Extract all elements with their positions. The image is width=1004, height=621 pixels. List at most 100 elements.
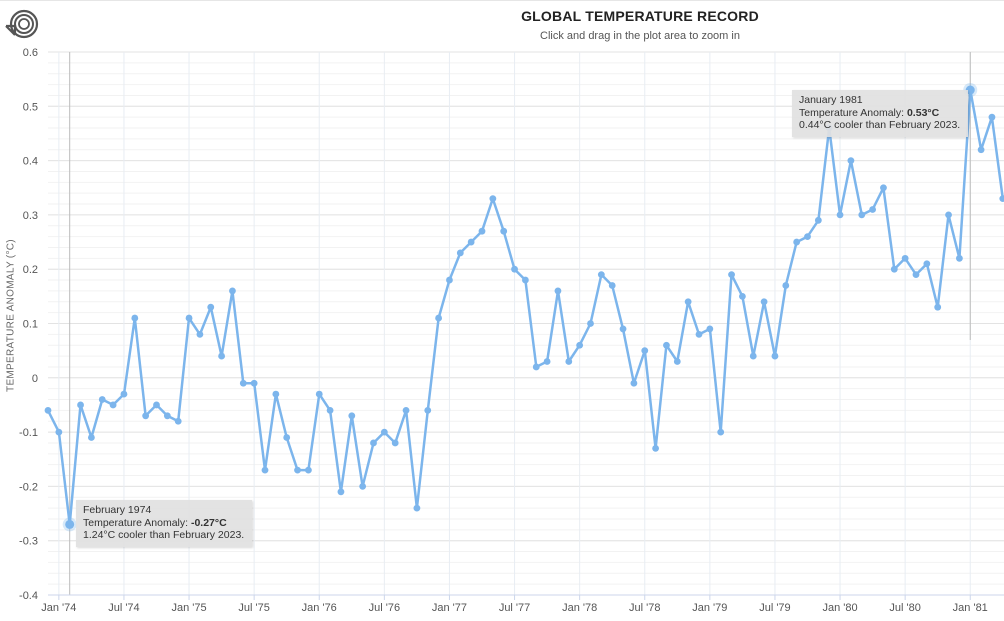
data-point <box>435 314 442 322</box>
tooltip-comparison: 1.24°C cooler than February 2023. <box>83 529 245 541</box>
data-point <box>597 271 605 279</box>
data-point <box>326 406 334 414</box>
data-point <box>77 401 84 409</box>
y-tick-label: 0.4 <box>23 156 38 168</box>
data-point <box>380 428 388 436</box>
grid-lines <box>48 51 1004 596</box>
x-tick-label: Jul '79 <box>759 602 790 614</box>
reset-zoom-button[interactable] <box>2 8 42 40</box>
tooltip-anomaly: Temperature Anomaly: 0.53°C <box>799 106 940 119</box>
data-point <box>630 379 638 387</box>
data-point <box>543 358 551 365</box>
data-point <box>283 434 291 441</box>
data-point <box>988 113 996 121</box>
x-tick-label: Jan '74 <box>41 602 76 614</box>
tooltip-date: January 1981 <box>799 94 863 106</box>
data-point <box>489 195 497 203</box>
y-tick-label: 0.2 <box>23 264 38 276</box>
data-point <box>912 271 920 279</box>
data-point <box>315 390 323 398</box>
data-point <box>446 276 453 284</box>
data-point <box>153 401 160 409</box>
data-point <box>923 260 931 268</box>
top-border <box>0 0 1004 1</box>
x-tick-label: Jan '81 <box>953 602 988 614</box>
data-point <box>239 379 247 387</box>
data-point <box>456 249 464 257</box>
data-point <box>120 390 128 398</box>
data-point <box>771 352 779 360</box>
data-point <box>717 428 725 436</box>
data-point <box>749 352 757 360</box>
anomaly-series[interactable] <box>44 83 1004 532</box>
data-point <box>261 466 269 474</box>
chart-subtitle: Click and drag in the plot area to zoom … <box>540 30 740 42</box>
y-tick-label: 0.1 <box>23 319 38 331</box>
data-point <box>858 211 866 219</box>
data-point <box>98 396 106 403</box>
data-point <box>272 390 280 398</box>
data-point <box>44 406 52 414</box>
chart-title: GLOBAL TEMPERATURE RECORD <box>521 8 759 24</box>
data-point <box>608 282 616 289</box>
data-point <box>370 439 377 447</box>
data-point <box>652 444 659 452</box>
data-point <box>294 466 301 474</box>
data-point <box>945 211 952 219</box>
x-tick-label: Jan '75 <box>171 602 206 614</box>
data-point <box>739 292 746 300</box>
data-point <box>587 320 594 327</box>
data-point <box>869 206 876 213</box>
data-point <box>641 347 649 355</box>
data-point <box>131 314 139 322</box>
x-tick-label: Jan '77 <box>432 602 467 614</box>
data-point <box>88 434 95 441</box>
data-point <box>478 227 486 235</box>
y-tick-label: 0.6 <box>23 47 38 59</box>
data-point <box>728 271 735 279</box>
y-tick-label: 0.5 <box>23 101 38 113</box>
data-point <box>706 325 714 333</box>
data-point <box>890 265 898 273</box>
data-point <box>847 157 855 165</box>
data-point <box>467 238 475 246</box>
data-point <box>901 254 909 262</box>
data-point <box>337 488 345 496</box>
x-tick-label: Jul '74 <box>108 602 139 614</box>
data-point <box>999 195 1004 203</box>
data-point <box>619 325 627 333</box>
data-point <box>218 352 226 360</box>
data-point <box>305 466 312 474</box>
tooltip-anomaly: Temperature Anomaly: -0.27°C <box>83 516 227 529</box>
y-tick-label: 0 <box>32 373 38 385</box>
data-point <box>565 358 573 365</box>
y-tick-label: -0.2 <box>19 481 38 493</box>
x-tick-label: Jan '79 <box>692 602 727 614</box>
data-point <box>109 401 117 409</box>
data-point <box>229 287 236 295</box>
data-point <box>695 330 703 338</box>
data-point <box>663 341 670 349</box>
data-point <box>413 504 421 512</box>
data-point <box>804 233 811 241</box>
x-tick-label: Jul '76 <box>369 602 400 614</box>
y-tick-label: -0.3 <box>19 536 38 548</box>
data-point <box>956 254 963 262</box>
y-tick-label: -0.4 <box>19 590 38 602</box>
data-point <box>977 146 985 154</box>
data-point <box>554 287 562 295</box>
y-axis-title: TEMPERATURE ANOMALY (°C) <box>5 239 17 392</box>
data-point <box>576 341 584 349</box>
data-point <box>359 483 367 490</box>
data-point <box>174 417 182 425</box>
data-point <box>500 227 508 235</box>
data-point <box>142 412 150 420</box>
highlighted-point <box>65 519 75 529</box>
tooltip-comparison: 0.44°C cooler than February 2023. <box>799 119 961 131</box>
x-tick-label: Jan '80 <box>822 602 857 614</box>
data-point <box>185 314 193 322</box>
data-point <box>424 406 432 414</box>
y-tick-label: 0.3 <box>23 210 38 222</box>
data-point <box>684 298 692 306</box>
